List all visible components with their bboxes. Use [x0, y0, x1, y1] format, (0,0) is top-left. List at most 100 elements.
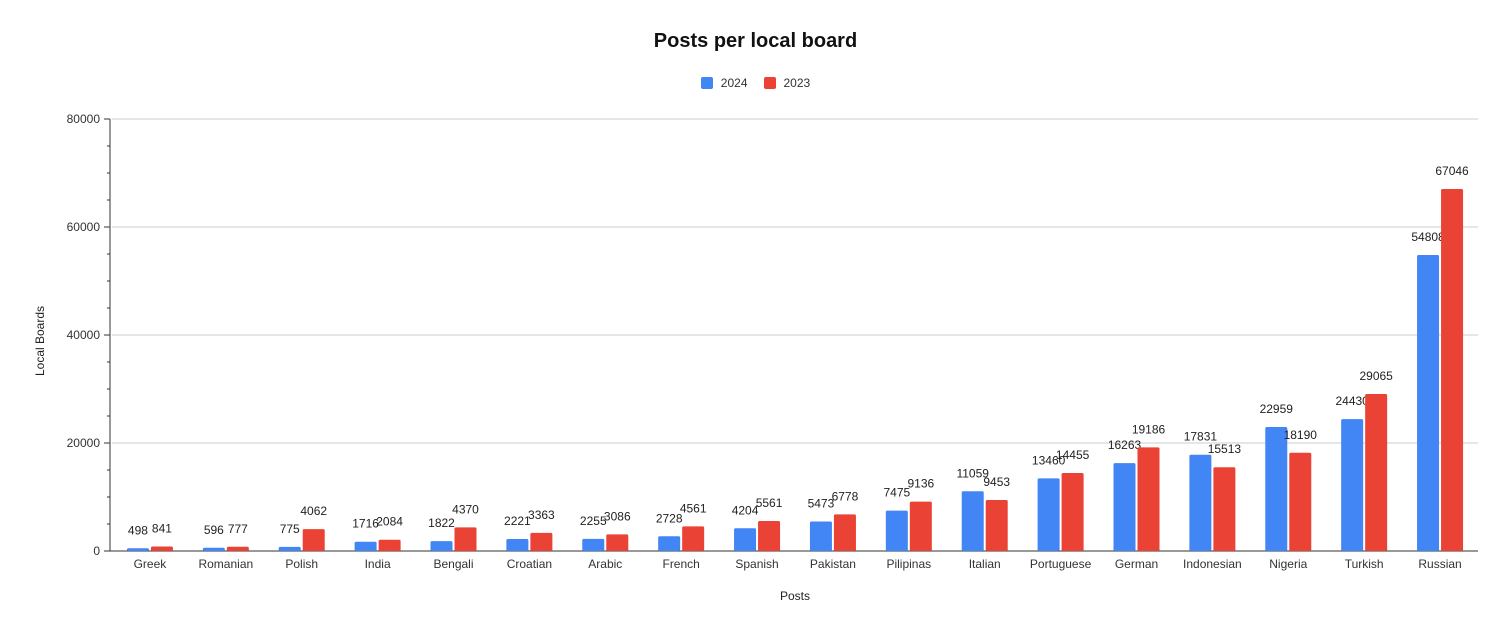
data-label-2024: 22959 [1260, 402, 1294, 416]
x-tick-label: Arabic [588, 557, 622, 571]
data-label-2023: 15513 [1208, 442, 1242, 456]
data-label-2024: 5473 [808, 496, 835, 510]
data-label-2023: 3363 [528, 508, 555, 522]
bar-2024 [430, 541, 453, 551]
bar-2023 [833, 514, 856, 551]
data-label-2024: 775 [280, 522, 300, 536]
y-tick-label: 80000 [67, 112, 101, 126]
data-label-2024: 4204 [732, 503, 759, 517]
bar-2023 [1289, 452, 1312, 551]
y-tick-label: 40000 [67, 328, 101, 342]
bar-2023 [1213, 467, 1236, 551]
bar-2024 [809, 521, 832, 551]
data-label-2023: 9136 [907, 477, 934, 491]
legend-item-2023[interactable]: 2023 [763, 76, 811, 90]
bar-2023 [378, 539, 401, 551]
data-label-2023: 6778 [832, 489, 859, 503]
bar-2023 [682, 526, 705, 551]
data-label-2023: 2084 [376, 515, 403, 529]
bar-2023 [150, 546, 173, 551]
x-tick-label: Romanian [198, 557, 253, 571]
legend-item-2024[interactable]: 2024 [700, 76, 748, 90]
bar-2023 [302, 529, 325, 551]
data-label-2023: 777 [228, 522, 248, 536]
data-label-2023: 18190 [1284, 428, 1318, 442]
data-label-2023: 9453 [983, 475, 1010, 489]
bar-2024 [1341, 419, 1364, 551]
data-label-2024: 1822 [428, 516, 455, 530]
bar-2024 [202, 547, 225, 551]
bar-2024 [658, 536, 681, 551]
x-tick-label: Indonesian [1183, 557, 1242, 571]
data-label-2024: 498 [128, 523, 148, 537]
data-label-2023: 14455 [1056, 448, 1090, 462]
data-label-2023: 67046 [1435, 164, 1469, 178]
x-tick-label: Italian [969, 557, 1001, 571]
bar-2023 [985, 499, 1008, 551]
data-label-2023: 29065 [1359, 369, 1393, 383]
y-axis-title: Local Boards [33, 306, 47, 376]
data-label-2024: 54808 [1411, 230, 1445, 244]
bar-2023 [1061, 472, 1084, 551]
y-tick-label: 20000 [67, 436, 101, 450]
chart-title: Posts per local board [653, 30, 858, 52]
data-label-2024: 1716 [352, 517, 379, 531]
x-tick-label: Russian [1418, 557, 1461, 571]
bar-2024 [1037, 478, 1060, 551]
data-label-2024: 596 [204, 523, 224, 537]
bar-2024 [734, 528, 757, 551]
x-tick-label: Polish [285, 557, 318, 571]
bar-2024 [582, 538, 605, 551]
x-tick-label: Greek [134, 557, 168, 571]
x-tick-label: Bengali [433, 557, 473, 571]
bar-2024 [354, 541, 377, 551]
bar-2023 [1365, 394, 1388, 551]
bar-2023 [606, 534, 629, 551]
x-axis-title: Posts [780, 589, 810, 603]
x-tick-label: Nigeria [1269, 557, 1307, 571]
legend-label-2024: 2024 [720, 76, 748, 90]
y-tick-label: 60000 [67, 220, 101, 234]
data-label-2023: 4370 [452, 502, 479, 516]
data-label-2023: 5561 [756, 496, 783, 510]
legend-swatch-2023 [763, 77, 776, 89]
bar-2023 [758, 520, 781, 551]
data-label-2024: 2255 [580, 514, 607, 528]
bar-2024 [1265, 427, 1288, 551]
bar-2023 [909, 501, 932, 551]
legend-label-2023: 2023 [783, 76, 811, 90]
bar-2023 [454, 527, 477, 551]
x-tick-label: Pilipinas [886, 557, 931, 571]
bar-2024 [1189, 454, 1212, 551]
data-label-2024: 17831 [1184, 430, 1218, 444]
data-label-2024: 16263 [1108, 438, 1142, 452]
bar-2024 [278, 546, 301, 551]
data-label-2024: 2221 [504, 514, 531, 528]
x-tick-label: Portuguese [1030, 557, 1092, 571]
data-label-2023: 3086 [604, 509, 631, 523]
bar-2023 [1137, 447, 1160, 551]
data-label-2024: 24430 [1335, 394, 1369, 408]
data-label-2024: 2728 [656, 511, 683, 525]
data-label-2023: 19186 [1132, 422, 1166, 436]
data-label-2023: 4561 [680, 501, 707, 515]
bar-2023 [530, 532, 553, 551]
legend: 2024 2023 [0, 76, 1511, 90]
x-tick-label: Pakistan [810, 557, 856, 571]
y-tick-label: 0 [93, 544, 100, 558]
bar-2024 [1113, 463, 1136, 551]
bar-2024 [126, 548, 149, 551]
data-label-2024: 11059 [956, 466, 989, 480]
data-label-2024: 7475 [883, 486, 910, 500]
bar-2024 [885, 510, 908, 551]
data-label-2023: 841 [152, 521, 172, 535]
bar-2023 [226, 546, 249, 551]
bar-2023 [1441, 188, 1464, 551]
data-label-2024: 13460 [1032, 453, 1066, 467]
x-tick-label: Turkish [1345, 557, 1384, 571]
x-tick-label: Spanish [735, 557, 778, 571]
x-tick-label: India [365, 557, 391, 571]
x-tick-label: French [662, 557, 699, 571]
bar-2024 [1417, 255, 1440, 551]
